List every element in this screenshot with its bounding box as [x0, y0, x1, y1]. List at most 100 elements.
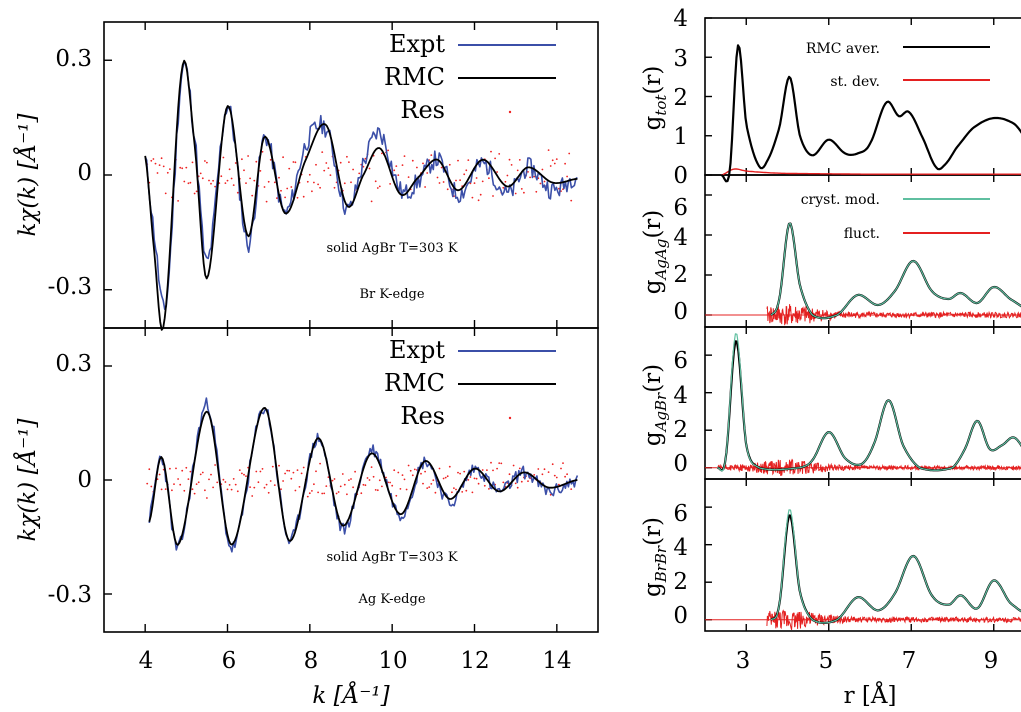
- res-point: [249, 177, 252, 180]
- res-point: [502, 186, 505, 189]
- xtick-right-2: 7: [902, 648, 917, 674]
- res-point: [442, 181, 445, 183]
- res-point: [183, 489, 186, 492]
- res-point: [288, 469, 291, 472]
- res-point: [273, 181, 276, 184]
- res-point: [426, 172, 429, 174]
- ytick-r0-3: 3: [673, 46, 688, 72]
- res-point: [520, 480, 523, 483]
- res-point: [471, 196, 474, 199]
- res-point: [455, 488, 457, 491]
- res-point: [570, 488, 573, 490]
- res-point: [362, 165, 365, 168]
- legend-cryst-mod-label: cryst. mod.: [801, 192, 880, 208]
- res-point: [255, 470, 258, 473]
- res-point: [224, 481, 227, 483]
- xtick-left-4: 12: [460, 648, 489, 674]
- res-point: [177, 478, 180, 480]
- res-point: [461, 491, 464, 493]
- res-point: [381, 485, 383, 488]
- res-point: [179, 483, 182, 486]
- res-point: [160, 157, 163, 160]
- res-point: [175, 467, 177, 470]
- res-point: [416, 166, 418, 169]
- res-point: [471, 491, 474, 494]
- res-point: [459, 179, 461, 182]
- res-point: [566, 175, 568, 178]
- res-point: [553, 162, 556, 165]
- res-point: [306, 495, 309, 498]
- res-point: [191, 488, 194, 491]
- left-bottom-annotation-2: Ag K-edge: [357, 592, 425, 607]
- res-point: [280, 189, 282, 192]
- res-point: [212, 179, 215, 182]
- res-point: [467, 159, 470, 162]
- legend-rmc-aver-label: RMC aver.: [806, 41, 880, 57]
- res-point: [241, 158, 243, 161]
- right-y-label-agbr: gAgBr(r): [640, 364, 670, 446]
- left-bottom-annotation-1: solid AgBr T=303 K: [326, 550, 457, 565]
- res-point: [407, 464, 410, 467]
- res-point: [162, 165, 165, 168]
- res-point: [146, 482, 149, 485]
- res-point: [253, 486, 256, 489]
- res-point: [403, 155, 406, 158]
- res-point: [498, 462, 501, 464]
- res-point: [311, 490, 313, 492]
- res-point: [331, 479, 334, 482]
- res-point: [360, 492, 363, 495]
- res-point: [424, 186, 426, 188]
- res-point: [560, 467, 562, 470]
- res-point: [514, 192, 517, 195]
- res-point: [376, 489, 379, 492]
- xtick-right-0: 3: [736, 648, 751, 674]
- right-panel-3-plot-area: [705, 479, 1021, 631]
- res-point: [368, 167, 371, 170]
- res-point: [549, 165, 552, 167]
- res-point: [187, 478, 190, 480]
- res-point: [370, 200, 373, 203]
- cryst-mod-curve: [770, 223, 1021, 319]
- res-point: [263, 186, 266, 188]
- ytick-r3-2: 4: [673, 535, 688, 561]
- ytick-r1-2: 4: [673, 225, 688, 251]
- res-point: [498, 153, 501, 155]
- res-point: [236, 490, 239, 493]
- res-point: [323, 169, 326, 172]
- res-point: [282, 480, 284, 482]
- res-point: [317, 183, 319, 186]
- right-y-label-agag-main: g: [640, 279, 666, 294]
- ytick-r2-1: 2: [673, 417, 688, 443]
- res-point: [319, 462, 321, 465]
- res-point: [411, 159, 414, 162]
- res-point: [271, 465, 274, 468]
- res-point: [319, 186, 321, 189]
- res-point: [189, 470, 192, 473]
- res-point: [201, 471, 204, 474]
- xtick-right-1: 5: [819, 648, 834, 674]
- res-point: [290, 186, 293, 188]
- ytick-r2-3: 6: [673, 348, 688, 374]
- res-point: [512, 464, 515, 467]
- res-point: [216, 481, 219, 484]
- res-point: [385, 476, 387, 479]
- right-panel-2-plot-area: [705, 327, 1021, 479]
- left-top-annotation-2: Br K-edge: [359, 287, 424, 302]
- res-point: [370, 466, 373, 468]
- res-point: [199, 473, 202, 476]
- res-point: [463, 173, 466, 176]
- res-point: [222, 478, 225, 481]
- res-point: [533, 474, 536, 476]
- res-point: [514, 482, 517, 485]
- res-point: [164, 488, 167, 490]
- right-panel-2-frame: [704, 326, 1021, 480]
- cryst-mod-curve: [770, 509, 1021, 624]
- res-point: [335, 492, 338, 495]
- res-point: [389, 481, 391, 484]
- left-bottom-plot-area: [104, 328, 579, 632]
- res-point: [255, 160, 258, 163]
- res-point: [243, 473, 245, 476]
- res-point: [169, 467, 171, 470]
- res-point: [173, 483, 175, 485]
